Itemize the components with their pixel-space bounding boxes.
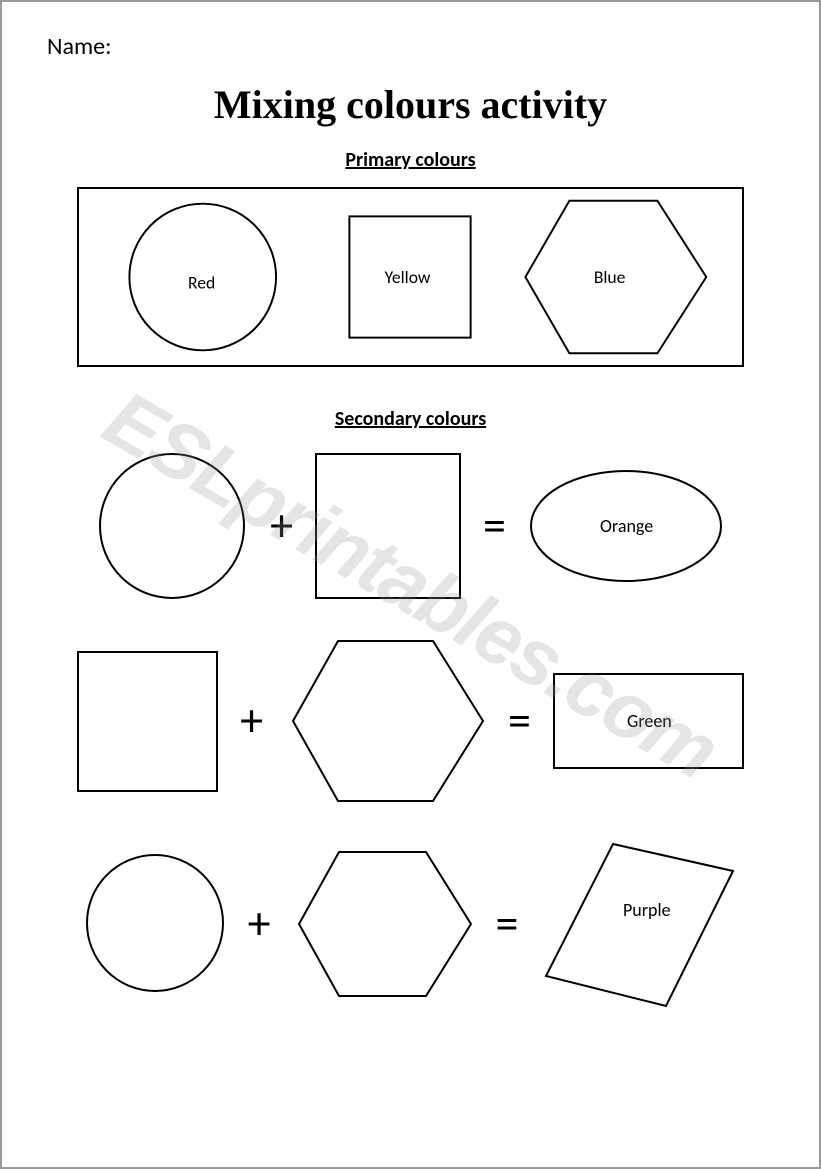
row3-circle bbox=[83, 851, 228, 996]
equals-operator: = bbox=[483, 498, 506, 554]
equation-row-2: + = Green bbox=[47, 631, 774, 811]
row3-hexagon bbox=[291, 844, 476, 1004]
row2-hexagon bbox=[283, 631, 488, 811]
row2-result-label: Green bbox=[627, 710, 672, 732]
plus-operator: + bbox=[240, 693, 263, 749]
primary-shapes: Red Yellow Blue bbox=[79, 189, 742, 365]
name-label: Name: bbox=[47, 32, 774, 61]
equation-row-1: + = Orange bbox=[47, 446, 774, 606]
row2-rectangle: Green bbox=[551, 671, 746, 771]
primary-colours-box: Red Yellow Blue bbox=[77, 187, 744, 367]
equals-operator: = bbox=[508, 693, 531, 749]
row1-result-label: Orange bbox=[600, 515, 653, 537]
primary-circle-label: Red bbox=[188, 272, 215, 294]
equals-operator: = bbox=[496, 896, 519, 952]
equation-row-3: + = Purple bbox=[47, 836, 774, 1011]
row3-rhombus: Purple bbox=[538, 836, 738, 1011]
row1-square bbox=[313, 451, 463, 601]
row1-ellipse: Orange bbox=[526, 466, 726, 586]
primary-square-label: Yellow bbox=[385, 266, 431, 288]
secondary-heading: Secondary colours bbox=[47, 407, 774, 431]
worksheet-page: ESLprintables.com Name: Mixing colours a… bbox=[0, 0, 821, 1169]
secondary-section: + = Orange + = Green bbox=[47, 446, 774, 1011]
primary-heading: Primary colours bbox=[47, 148, 774, 172]
row2-square bbox=[75, 649, 220, 794]
row3-result-label: Purple bbox=[623, 899, 671, 921]
primary-hexagon-label: Blue bbox=[594, 266, 626, 288]
plus-operator: + bbox=[248, 896, 271, 952]
row1-circle bbox=[95, 449, 250, 604]
page-title: Mixing colours activity bbox=[47, 81, 774, 128]
plus-operator: + bbox=[270, 498, 293, 554]
